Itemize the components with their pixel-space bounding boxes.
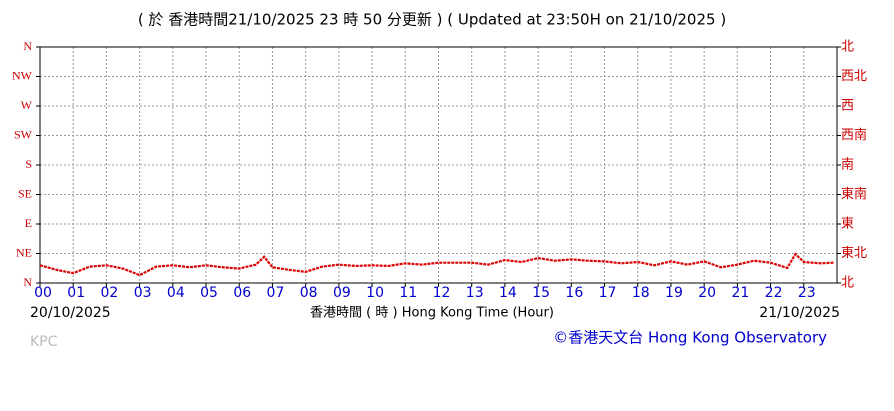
y-tick-label: S xyxy=(25,157,32,171)
y2-tick-label: 東南 xyxy=(841,186,867,202)
x-tick-label: 23 xyxy=(798,285,816,301)
y-tick-label: SE xyxy=(18,186,32,200)
x-tick-label: 21 xyxy=(731,285,749,301)
x-tick-label: 09 xyxy=(333,285,351,301)
x-tick-label: 16 xyxy=(565,285,583,301)
x-tick-label: 05 xyxy=(200,285,218,301)
y-tick-label: SW xyxy=(14,127,33,141)
x-tick-label: 07 xyxy=(267,285,285,301)
start-date: 20/10/2025 xyxy=(30,305,111,321)
chart-title: ( 於 香港時間21/10/2025 23 時 50 分更新 ) ( Updat… xyxy=(138,11,726,29)
y2-tick-label: 東 xyxy=(841,216,854,232)
x-tick-label: 10 xyxy=(366,285,384,301)
x-tick-label: 20 xyxy=(698,285,716,301)
plot-frame xyxy=(39,46,838,284)
credit: ©香港天文台 Hong Kong Observatory xyxy=(553,329,827,347)
y2-tick-label: 南 xyxy=(841,157,854,173)
x-tick-label: 08 xyxy=(300,285,318,301)
x-tick-label: 12 xyxy=(433,285,451,301)
wind-direction-line xyxy=(39,252,834,277)
y2-tick-label: 北 xyxy=(841,276,854,291)
y-tick-label: NW xyxy=(12,68,33,82)
y-tick-label: W xyxy=(21,98,33,112)
x-tick-label: 00 xyxy=(34,285,52,301)
x-tick-label: 03 xyxy=(134,285,152,301)
y-tick-label: N xyxy=(23,275,32,289)
x-tick-label: 17 xyxy=(599,285,617,301)
y-tick-label: NE xyxy=(16,245,32,259)
x-tick-label: 02 xyxy=(101,285,119,301)
x-tick-label: 01 xyxy=(67,285,85,301)
x-axis-label: 香港時間 ( 時 ) Hong Kong Time (Hour) xyxy=(310,306,554,321)
y2-tick-label: 西 xyxy=(841,99,854,114)
x-tick-label: 19 xyxy=(665,285,683,301)
station-code: KPC xyxy=(30,334,58,350)
y2-tick-label: 西北 xyxy=(841,69,867,84)
x-tick-label: 22 xyxy=(765,285,783,301)
y2-tick-label: 東北 xyxy=(841,245,867,261)
x-tick-label: 13 xyxy=(466,285,484,301)
y2-tick-label: 北 xyxy=(841,40,854,55)
x-tick-label: 11 xyxy=(399,285,417,301)
y2-tick-label: 西南 xyxy=(841,127,867,143)
y-tick-label: N xyxy=(23,39,32,53)
x-tick-label: 15 xyxy=(532,285,550,301)
end-date: 21/10/2025 xyxy=(759,305,840,321)
x-tick-label: 14 xyxy=(499,285,517,301)
x-tick-label: 04 xyxy=(167,285,185,301)
x-tick-label: 06 xyxy=(233,285,251,301)
y-tick-label: E xyxy=(25,216,32,230)
x-tick-label: 18 xyxy=(632,285,650,301)
